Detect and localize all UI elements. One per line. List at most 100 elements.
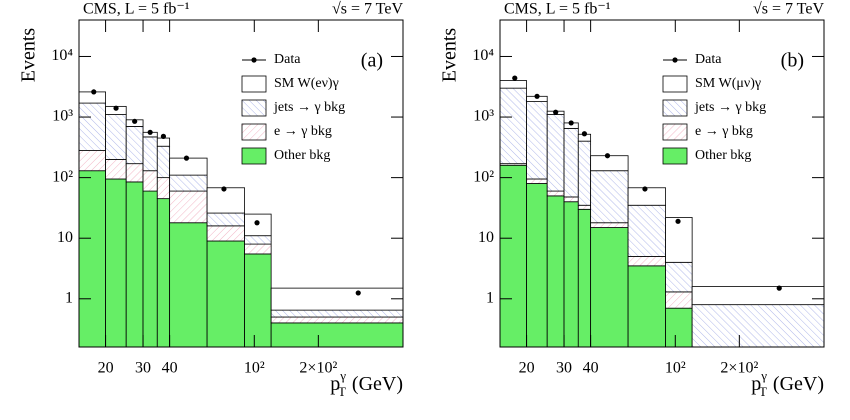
plot-frame: [78, 19, 404, 348]
stack-bar: [78, 102, 106, 151]
legend-marker: [672, 57, 678, 63]
data-point: [568, 120, 574, 126]
x-axis-label-part: (GeV): [352, 373, 403, 395]
stack-bar: [125, 163, 144, 183]
legend-label: Data: [274, 52, 301, 67]
stack-bar: [169, 190, 208, 224]
x-axis-label-part: γ: [339, 368, 346, 383]
legend-swatch: [241, 99, 267, 117]
stack-bar: [169, 222, 208, 348]
legend-swatch: [241, 75, 267, 93]
x-tick-label: 40: [162, 360, 178, 377]
energy-label: √s = 7 TeV: [753, 1, 825, 18]
stack-bar: [665, 217, 693, 263]
legend-swatch: [662, 147, 688, 165]
stack-bar: [499, 164, 527, 348]
x-axis-label: pγ T (GeV): [330, 368, 403, 399]
data-point: [642, 186, 648, 192]
data-point: [534, 93, 540, 99]
stack-bar: [526, 183, 548, 348]
x-tick-label: 10²: [244, 360, 265, 377]
data-point: [113, 105, 119, 111]
legend-label: e → γ bkg: [274, 124, 332, 139]
legend-label: Other bkg: [274, 148, 330, 163]
data-point: [675, 218, 681, 224]
stack-bar: [206, 240, 245, 348]
stack-bar: [577, 208, 592, 348]
stack-bar: [270, 316, 404, 324]
y-tick-label: 10⁴: [472, 47, 494, 64]
title: CMS, L = 5 fb⁻¹: [83, 1, 190, 18]
stack-bar: [499, 80, 527, 89]
y-tick-label: 10: [478, 229, 494, 246]
data-point: [355, 290, 361, 296]
panel-label: (a): [361, 50, 383, 72]
stack-bar: [563, 127, 579, 198]
stack-bar: [78, 170, 106, 348]
stack-bar: [665, 291, 693, 309]
data-point: [183, 155, 190, 161]
stack-bar: [125, 181, 144, 348]
stack-bar: [627, 256, 666, 267]
stack-bar: [156, 198, 171, 348]
legend-swatch: [662, 123, 688, 141]
y-axis-label: Events: [18, 28, 40, 83]
stack-bar: [105, 114, 127, 160]
stack-bar: [244, 243, 272, 255]
y-axis-label: Events: [439, 28, 461, 83]
stack-bar: [627, 204, 666, 257]
stack-bar: [105, 178, 127, 348]
stack-bar: [577, 140, 592, 206]
legend-swatch: [241, 147, 267, 165]
stack-bar: [142, 170, 158, 192]
stack-bar: [499, 87, 527, 165]
y-tick-label: 10²: [473, 168, 494, 185]
stack-bar: [156, 177, 171, 200]
legend-label: e → γ bkg: [695, 124, 753, 139]
legend-swatch: [662, 75, 688, 93]
stack-bar: [244, 235, 272, 245]
stack-bar: [526, 101, 548, 180]
stack-bar: [142, 190, 158, 348]
stack-bar: [206, 225, 245, 242]
data-point: [254, 220, 260, 226]
x-axis-label-part: (GeV): [773, 373, 824, 395]
stack-bar: [206, 187, 245, 214]
stack-bar: [590, 222, 629, 228]
stack-bar: [546, 195, 565, 348]
plot-frame: [499, 19, 825, 348]
data-point: [91, 89, 97, 95]
stack-bar: [105, 158, 127, 180]
y-tick-label: 10: [57, 229, 73, 246]
x-tick-label: 20: [519, 360, 535, 377]
data-point: [132, 118, 138, 124]
x-tick-label: 30: [556, 360, 572, 377]
stack-bar: [665, 261, 693, 293]
x-tick-label: 40: [583, 360, 599, 377]
energy-label: √s = 7 TeV: [332, 1, 404, 18]
panel-label: (b): [781, 50, 804, 72]
x-axis-label-part: T: [338, 384, 346, 399]
legend-label: Other bkg: [695, 148, 751, 163]
data-point: [512, 75, 518, 81]
data-point: [160, 133, 167, 139]
stack-bar: [78, 150, 106, 172]
y-tick-label: 10³: [52, 108, 73, 125]
stack-bar: [563, 196, 579, 203]
stack-bar: [156, 137, 171, 147]
data-point: [221, 186, 227, 192]
data-point: [776, 285, 782, 291]
x-tick-label: 30: [135, 360, 151, 377]
stack-bar: [142, 136, 158, 172]
stack-bar: [169, 157, 208, 176]
data-point: [553, 109, 559, 115]
x-axis-label-part: p: [330, 373, 340, 395]
stack-bar: [125, 126, 144, 165]
stack-bar: [270, 322, 404, 348]
stack-bar: [526, 178, 548, 184]
stack-bar: [577, 204, 592, 210]
legend-label: SM W(μν)γ: [695, 76, 761, 91]
legend-swatch: [662, 99, 688, 117]
y-tick-label: 10²: [52, 168, 73, 185]
